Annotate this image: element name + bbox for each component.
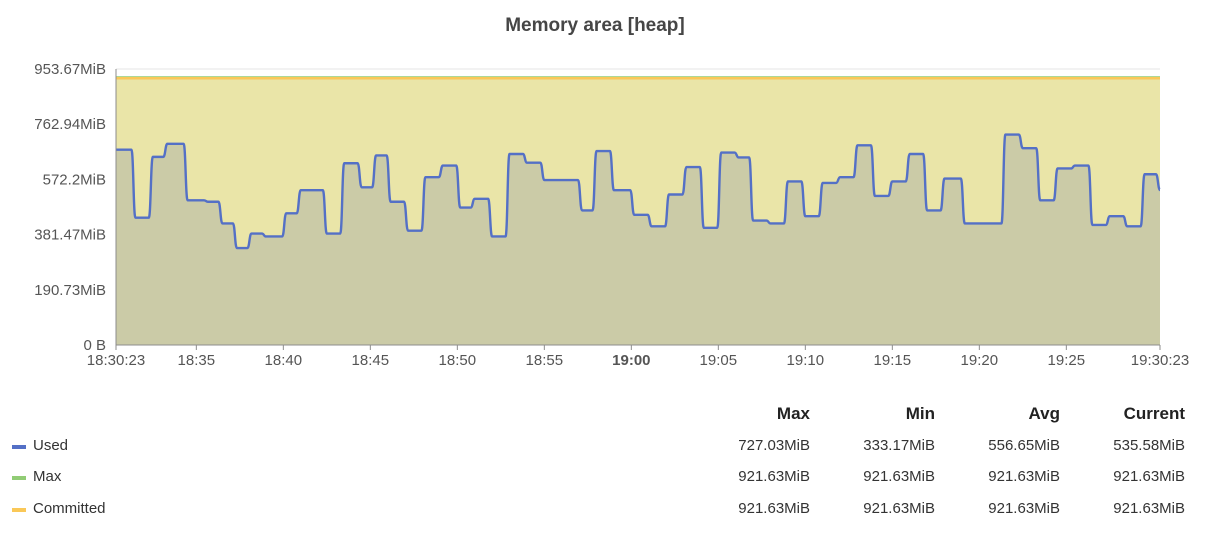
legend-value-max: 921.63MiB — [738, 468, 810, 485]
y-tick-label: 762.94MiB — [34, 116, 106, 133]
legend-header-current: Current — [1123, 404, 1185, 423]
x-tick-label: 19:20 — [961, 352, 999, 369]
legend-header-min: Min — [905, 404, 935, 423]
used-series-line — [116, 133, 1162, 250]
x-tick-label: 18:45 — [352, 352, 390, 369]
legend-swatch-max — [12, 476, 26, 480]
legend-value-avg: 556.65MiB — [988, 436, 1060, 454]
legend-value-max: 921.63MiB — [738, 499, 810, 517]
y-tick-label: 190.73MiB — [34, 282, 106, 299]
legend-value-current: 921.63MiB — [1113, 468, 1185, 485]
legend-value-min: 921.63MiB — [863, 499, 935, 517]
x-tick-label: 19:05 — [700, 352, 738, 369]
legend-header: Max Min Avg Current — [0, 400, 1207, 432]
x-tick-label: 18:30:23 — [87, 352, 145, 369]
legend-value-avg: 921.63MiB — [988, 499, 1060, 517]
x-tick-label: 19:15 — [874, 352, 912, 369]
x-tick-label: 18:55 — [526, 352, 564, 369]
y-tick-label: 953.67MiB — [34, 61, 106, 78]
legend-row-committed[interactable]: Committed 921.63MiB 921.63MiB 921.63MiB … — [0, 495, 1207, 527]
memory-area-chart: 0 B 190.73MiB 381.47MiB 572.2MiB 762.94MiB 95… — [34, 61, 1189, 369]
legend-table: Max Min Avg Current Used 727.03MiB 333.1… — [0, 400, 1207, 526]
legend-value-current: 921.63MiB — [1113, 499, 1185, 517]
x-tick-label: 19:30:23 — [1131, 352, 1189, 369]
legend-value-max: 727.03MiB — [738, 436, 810, 454]
x-tick-label: 18:50 — [439, 352, 477, 369]
y-tick-label: 572.2MiB — [43, 171, 106, 188]
legend-name: Max — [33, 468, 62, 485]
legend-header-max: Max — [776, 404, 810, 423]
legend-row-used[interactable]: Used 727.03MiB 333.17MiB 556.65MiB 535.5… — [0, 432, 1207, 464]
chart-title: Memory area [heap] — [505, 15, 685, 36]
x-tick-label: 18:35 — [178, 352, 216, 369]
x-tick-label: 19:10 — [787, 352, 825, 369]
used-area — [116, 134, 1160, 345]
legend-header-avg: Avg — [1028, 404, 1061, 423]
legend-value-min: 333.17MiB — [863, 436, 935, 454]
x-tick-label: 19:25 — [1048, 352, 1086, 369]
legend-swatch-used — [12, 444, 26, 449]
legend-row-max[interactable]: Max 921.63MiB 921.63MiB 921.63MiB 921.63… — [0, 463, 1207, 495]
legend-value-avg: 921.63MiB — [988, 468, 1060, 485]
y-tick-label: 0 B — [83, 337, 106, 354]
x-tick-label: 19:00 — [612, 352, 650, 369]
y-tick-label: 381.47MiB — [34, 227, 106, 244]
legend-name: Committed — [33, 499, 106, 517]
legend-name: Used — [33, 436, 69, 454]
legend-value-current: 535.58MiB — [1113, 436, 1185, 454]
legend-swatch-committed — [12, 507, 26, 512]
x-tick-label: 18:40 — [265, 352, 303, 369]
legend-value-min: 921.63MiB — [863, 468, 935, 485]
